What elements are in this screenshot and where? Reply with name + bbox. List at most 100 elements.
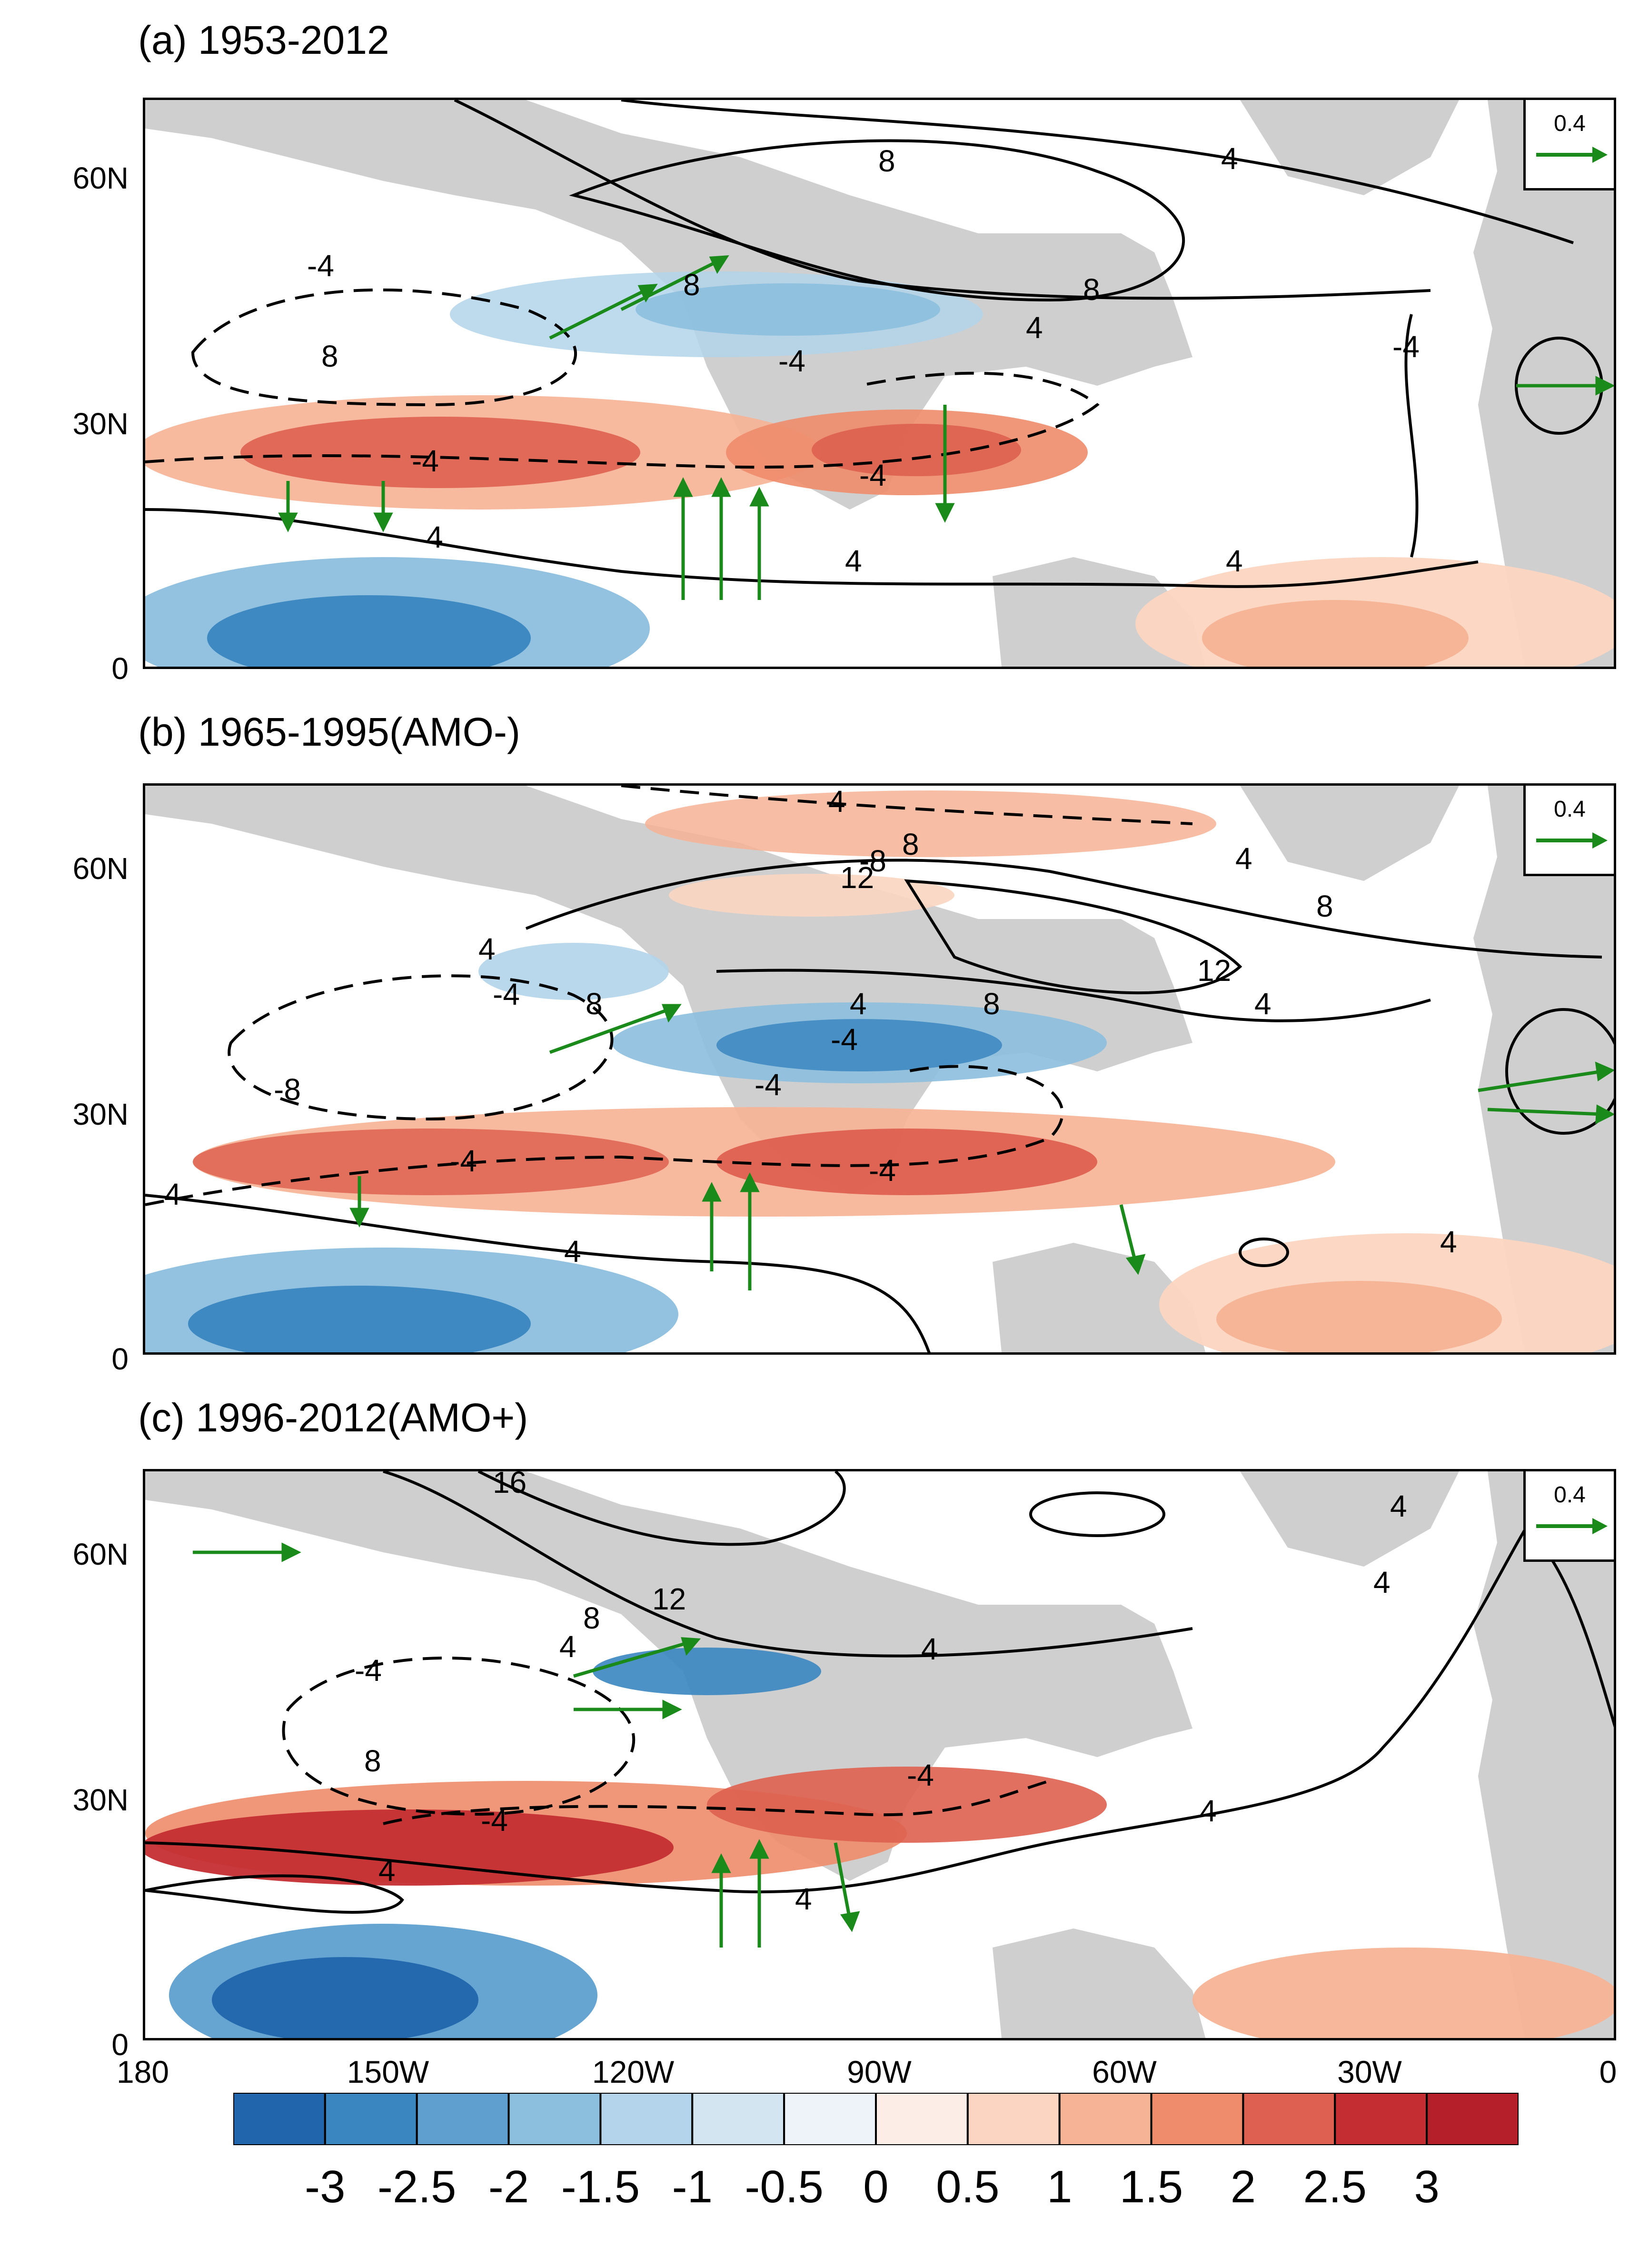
greenland-land <box>1240 100 1459 195</box>
lon-tick-30w: 30W <box>1337 2054 1402 2089</box>
contour-label: 8 <box>983 987 1000 1021</box>
lon-tick-0: 0 <box>1599 2054 1617 2089</box>
greenland-land <box>1240 786 1459 881</box>
contour-label: 8 <box>586 987 603 1021</box>
contour-label: 4 <box>795 1882 812 1916</box>
contour-label: -4 <box>859 458 886 492</box>
contour-label: -4 <box>493 977 520 1011</box>
colorbar-tick-label: 2 <box>1230 2161 1256 2212</box>
panel-c-lat-60n: 60N <box>72 1537 129 1571</box>
colorbar-swatch <box>966 2093 1061 2145</box>
contour-label: 4 <box>1373 1565 1391 1599</box>
reference-vector-label: 0.4 <box>1554 1482 1586 1508</box>
contour-label: 4 <box>845 544 862 578</box>
panel-b-title: (b) 1965-1995(AMO-) <box>138 709 520 754</box>
contour-label: 4 <box>850 987 867 1021</box>
colorbar-swatch <box>691 2093 785 2145</box>
colorbar-tick-label: 0.5 <box>936 2161 1000 2212</box>
panel-c-lat-0: 0 <box>111 2028 129 2062</box>
contour-label: 12 <box>1197 953 1231 988</box>
colorbar-swatch <box>1426 2093 1519 2145</box>
panel-c-map: 16 12 4 8 4 4 4 -4 8 -4 -4 4 4 4 0.4 <box>143 1469 1616 2040</box>
colorbar-tick-label: 0 <box>863 2161 889 2212</box>
panel-c-lat-30n: 30N <box>72 1783 129 1817</box>
contour-label: 8 <box>1083 272 1100 307</box>
greenland-land <box>1240 1471 1459 1567</box>
reference-vector-label: 0.4 <box>1554 111 1586 136</box>
north-america-land <box>145 1471 1192 1881</box>
colorbar-tick-label: 1 <box>1047 2161 1073 2212</box>
panel-a-title: (a) 1953-2012 <box>138 18 389 62</box>
contour-label: -4 <box>778 344 805 378</box>
panel-b-field: 4 8 4 12 8 12 4 4 8 4 -4 -4 8 -4 -8 -8 -… <box>145 786 1614 1352</box>
colorbar-tick-label: 2.5 <box>1303 2161 1367 2212</box>
panel-a-lat-60n: 60N <box>72 161 129 195</box>
colorbar-swatch <box>324 2093 418 2145</box>
colorbar-swatch <box>1334 2093 1428 2145</box>
colorbar-tick-label: -0.5 <box>745 2161 824 2212</box>
lon-tick-180: 180 <box>116 2054 169 2089</box>
reference-vector-label: 0.4 <box>1554 797 1586 822</box>
contour-label: 4 <box>1226 544 1243 578</box>
contour-label: 4 <box>1235 841 1252 876</box>
colorbar-tick-label: 1.5 <box>1119 2161 1183 2212</box>
contour-label: 4 <box>1440 1225 1457 1259</box>
south-america-land <box>993 1243 1206 1352</box>
contour-label: 4 <box>1221 141 1238 176</box>
panel-b-lat-60n: 60N <box>72 851 129 886</box>
contour-label: -4 <box>307 249 334 283</box>
panel-a-field: 8 4 8 8 4 -4 8 -4 -4 -4 4 4 4 -4 <box>145 100 1614 667</box>
contour-label: 4 <box>1254 987 1271 1021</box>
colorbar-swatch <box>599 2093 694 2145</box>
africa-europe-land <box>1473 100 1614 667</box>
south-america-land <box>993 1928 1206 2038</box>
colorbar-tick-label: -2.5 <box>377 2161 457 2212</box>
contour-label: 4 <box>1200 1794 1217 1828</box>
colorbar-swatch <box>1242 2093 1336 2145</box>
panel-b-lat-0: 0 <box>111 1342 129 1376</box>
contour-label: -8 <box>859 844 886 878</box>
contour-label: 4 <box>828 786 845 819</box>
contour-label: 8 <box>878 144 895 178</box>
panel-c-field: 16 12 4 8 4 4 4 -4 8 -4 -4 4 4 4 <box>145 1471 1614 2038</box>
contour-label: 4 <box>564 1234 581 1269</box>
colorbar-swatch <box>507 2093 602 2145</box>
colorbar-swatch <box>1150 2093 1244 2145</box>
contour-label: -4 <box>831 1022 858 1057</box>
contour-label: -4 <box>481 1803 508 1838</box>
africa-europe-land <box>1473 786 1614 1352</box>
contour-label: 16 <box>493 1471 526 1499</box>
contour-label: 4 <box>1026 310 1043 345</box>
contour-label: 12 <box>652 1582 686 1616</box>
contour-label: 8 <box>902 827 919 861</box>
contour-label: 12 <box>840 860 874 895</box>
panel-c-reference-vector: 0.4 <box>1523 1471 1614 1562</box>
contour-label: 4 <box>378 1853 396 1888</box>
contour-label: -4 <box>907 1758 934 1792</box>
colorbar-tick-label: 3 <box>1414 2161 1440 2212</box>
colorbar-swatch <box>416 2093 510 2145</box>
contour-label: -4 <box>450 1144 477 1178</box>
colorbar-swatch <box>783 2093 877 2145</box>
colorbar-swatch <box>233 2093 326 2145</box>
panel-a-lat-0: 0 <box>111 651 129 686</box>
contour-label: 4 <box>426 520 443 554</box>
panel-b-lat-30n: 30N <box>72 1097 129 1131</box>
contour-label: 8 <box>1316 889 1333 923</box>
colorbar-tick-label: -1 <box>672 2161 713 2212</box>
contour-label: -4 <box>755 1068 782 1102</box>
colorbar-swatch <box>1058 2093 1152 2145</box>
panel-a-reference-vector: 0.4 <box>1523 100 1614 190</box>
panel-a-map: 8 4 8 8 4 -4 8 -4 -4 -4 4 4 4 -4 0.4 <box>143 98 1616 669</box>
panel-a-lat-30n: 30N <box>72 407 129 441</box>
contour-label: 8 <box>321 339 338 373</box>
contour-label: -8 <box>274 1072 301 1107</box>
contour-label: 4 <box>1390 1489 1407 1523</box>
contour-label: 4 <box>164 1177 181 1211</box>
panel-b-reference-vector: 0.4 <box>1523 786 1614 876</box>
north-america-land <box>145 786 1192 1195</box>
contour-label: 4 <box>478 932 496 966</box>
lon-tick-60w: 60W <box>1092 2054 1157 2089</box>
colorbar <box>233 2093 1519 2145</box>
lon-tick-150w: 150W <box>347 2054 429 2089</box>
